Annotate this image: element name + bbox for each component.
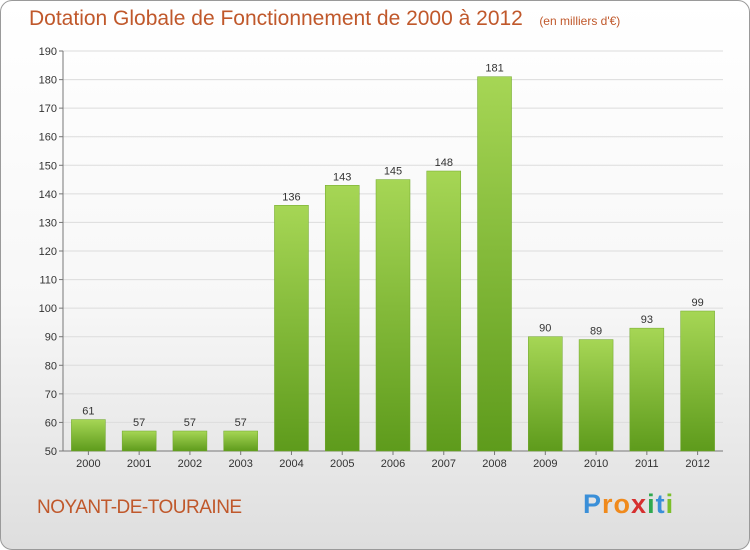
logo-letter: o xyxy=(613,489,632,519)
bar-value-label: 145 xyxy=(384,166,402,178)
y-tick-label: 130 xyxy=(39,217,57,229)
y-tick-label: 90 xyxy=(45,332,57,344)
logo-letter: i xyxy=(647,489,656,519)
proxiti-logo: Proxiti xyxy=(583,489,674,520)
x-tick-label: 2009 xyxy=(533,458,557,470)
y-tick-label: 110 xyxy=(39,275,57,287)
x-tick-label: 2011 xyxy=(635,458,659,470)
bar-value-label: 57 xyxy=(133,417,145,429)
bar-value-label: 148 xyxy=(435,157,453,169)
bar-value-label: 57 xyxy=(235,417,247,429)
y-tick-label: 60 xyxy=(45,417,57,429)
bar-2009 xyxy=(528,336,563,452)
logo-letter: i xyxy=(665,489,675,519)
y-tick-label: 190 xyxy=(39,46,57,58)
x-tick-label: 2008 xyxy=(482,458,506,470)
bar-value-label: 61 xyxy=(82,406,94,418)
y-tick-label: 100 xyxy=(39,303,57,315)
commune-name: NOYANT-DE-TOURAINE xyxy=(37,497,242,518)
bar-2011 xyxy=(629,327,665,452)
x-tick-label: 2006 xyxy=(381,458,405,470)
y-tick-label: 50 xyxy=(45,446,57,458)
y-tick-label: 120 xyxy=(39,246,57,258)
bar-value-label: 89 xyxy=(590,326,602,338)
logo-letter: t xyxy=(655,489,666,519)
bar-2006 xyxy=(375,179,411,452)
bar-2010 xyxy=(578,339,614,452)
bar-value-label: 143 xyxy=(333,171,351,183)
y-tick-label: 160 xyxy=(39,132,57,144)
logo-letter: P xyxy=(583,489,603,519)
x-tick-label: 2001 xyxy=(127,458,151,470)
logo-letter: r xyxy=(602,489,614,519)
y-tick-label: 70 xyxy=(45,389,57,401)
label-layer: 50 60 70 80 90 100 110 120 130 140 150 160 170 180 190… xyxy=(39,46,710,470)
x-tick-label: 2012 xyxy=(685,458,709,470)
x-tick-label: 2000 xyxy=(76,458,100,470)
bar-2001 xyxy=(121,430,157,452)
bar-value-label: 90 xyxy=(539,323,551,335)
x-tick-label: 2003 xyxy=(228,458,252,470)
bar-layer xyxy=(71,76,715,452)
y-tick-label: 150 xyxy=(39,160,57,172)
y-tick-label: 80 xyxy=(45,360,57,372)
bar-2007 xyxy=(426,170,462,452)
y-tick-label: 170 xyxy=(39,103,57,115)
bar-2000 xyxy=(71,419,106,452)
chart-title: Dotation Globale de Fonctionnement de 20… xyxy=(29,7,523,30)
bar-2004 xyxy=(274,205,309,452)
bar-2008 xyxy=(477,76,512,452)
bar-value-label: 93 xyxy=(641,314,653,326)
x-tick-label: 2010 xyxy=(584,458,608,470)
x-tick-label: 2007 xyxy=(432,458,456,470)
bar-2012 xyxy=(680,310,715,452)
bar-2002 xyxy=(172,430,208,452)
x-tick-label: 2005 xyxy=(330,458,354,470)
bar-value-label: 136 xyxy=(282,191,300,203)
y-tick-label: 140 xyxy=(39,189,57,201)
bar-value-label: 57 xyxy=(184,417,196,429)
x-tick-label: 2004 xyxy=(279,458,303,470)
bar-value-label: 181 xyxy=(485,63,503,75)
y-tick-label: 180 xyxy=(39,75,57,87)
bar-2005 xyxy=(324,185,360,452)
bar-2003 xyxy=(223,430,258,452)
x-tick-label: 2002 xyxy=(178,458,202,470)
chart-subtitle: (en milliers d'€) xyxy=(539,14,621,28)
title-row: Dotation Globale de Fonctionnement de 20… xyxy=(29,7,620,31)
bar-value-label: 99 xyxy=(691,297,703,309)
logo-letter: x xyxy=(631,489,648,519)
